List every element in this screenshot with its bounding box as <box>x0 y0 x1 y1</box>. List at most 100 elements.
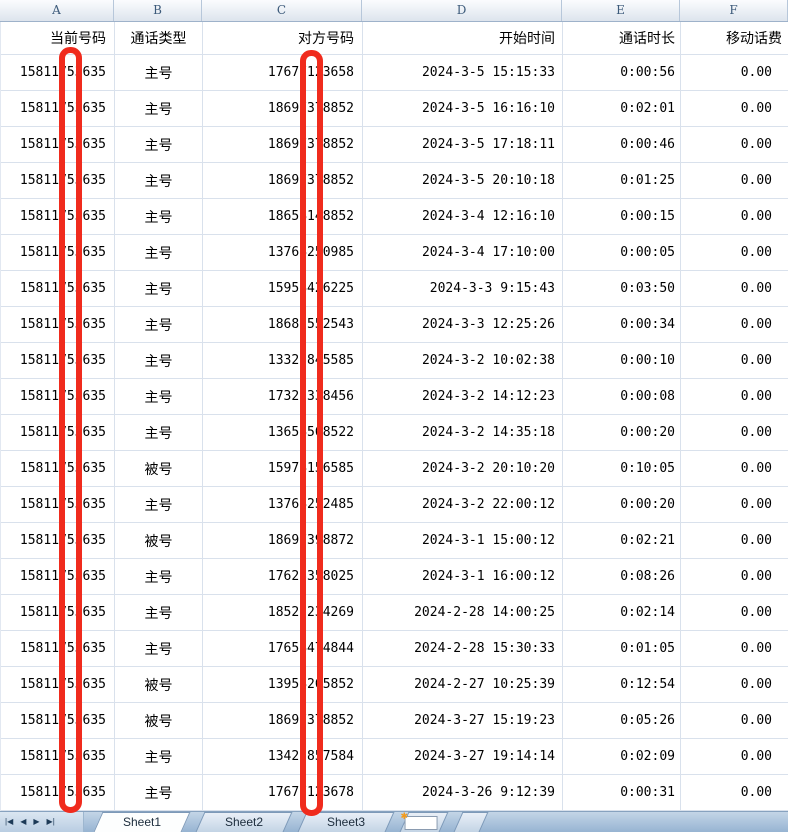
cell-mobile-fee[interactable]: 0.00 <box>681 595 788 631</box>
cell-call-type[interactable]: 主号 <box>115 163 203 199</box>
cell-call-type[interactable]: 被号 <box>115 523 203 559</box>
cell-start-time[interactable]: 2024-3-4 17:10:00 <box>363 235 563 271</box>
scroll-last-icon[interactable]: ▶| <box>46 817 55 826</box>
cell-start-time[interactable]: 2024-3-5 17:18:11 <box>363 127 563 163</box>
cell-mobile-fee[interactable]: 0.00 <box>681 271 788 307</box>
cell-call-type[interactable]: 主号 <box>115 307 203 343</box>
cell-other-number[interactable]: 17658474844 <box>203 631 363 667</box>
cell-other-number[interactable]: 17677123658 <box>203 55 363 91</box>
cell-call-type[interactable]: 主号 <box>115 631 203 667</box>
cell-current-number[interactable]: 15811753635 <box>1 127 115 163</box>
header-mobile-fee[interactable]: 移动话费 <box>681 22 788 55</box>
cell-mobile-fee[interactable]: 0.00 <box>681 235 788 271</box>
cell-current-number[interactable]: 15811753635 <box>1 739 115 775</box>
column-header-b[interactable]: B <box>114 0 202 21</box>
cell-call-duration[interactable]: 0:02:09 <box>563 739 681 775</box>
cell-call-type[interactable]: 主号 <box>115 595 203 631</box>
cell-call-type[interactable]: 主号 <box>115 55 203 91</box>
cell-call-type[interactable]: 主号 <box>115 127 203 163</box>
tab-sheet1[interactable]: Sheet1 <box>93 812 191 832</box>
cell-mobile-fee[interactable]: 0.00 <box>681 55 788 91</box>
cell-mobile-fee[interactable]: 0.00 <box>681 523 788 559</box>
cell-start-time[interactable]: 2024-3-5 15:15:33 <box>363 55 563 91</box>
cell-call-duration[interactable]: 0:03:50 <box>563 271 681 307</box>
column-header-f[interactable]: F <box>680 0 788 21</box>
cell-start-time[interactable]: 2024-3-4 12:16:10 <box>363 199 563 235</box>
cell-current-number[interactable]: 15811753635 <box>1 667 115 703</box>
cell-current-number[interactable]: 15811753635 <box>1 631 115 667</box>
cell-other-number[interactable]: 18658148852 <box>203 199 363 235</box>
cell-call-type[interactable]: 主号 <box>115 739 203 775</box>
cell-other-number[interactable]: 15978156585 <box>203 451 363 487</box>
cell-call-duration[interactable]: 0:00:05 <box>563 235 681 271</box>
cell-other-number[interactable]: 18697378852 <box>203 703 363 739</box>
cell-other-number[interactable]: 15958426225 <box>203 271 363 307</box>
cell-start-time[interactable]: 2024-3-3 12:25:26 <box>363 307 563 343</box>
cell-call-type[interactable]: 主号 <box>115 91 203 127</box>
header-current-number[interactable]: 当前号码 <box>1 22 115 55</box>
cell-call-duration[interactable]: 0:00:20 <box>563 415 681 451</box>
cell-call-duration[interactable]: 0:00:46 <box>563 127 681 163</box>
scroll-first-icon[interactable]: |◀ <box>5 817 14 826</box>
column-header-c[interactable]: C <box>202 0 362 21</box>
header-call-duration[interactable]: 通话时长 <box>563 22 681 55</box>
cell-call-type[interactable]: 主号 <box>115 199 203 235</box>
cell-call-duration[interactable]: 0:05:26 <box>563 703 681 739</box>
cell-other-number[interactable]: 13425857584 <box>203 739 363 775</box>
cell-start-time[interactable]: 2024-3-1 15:00:12 <box>363 523 563 559</box>
cell-other-number[interactable]: 18697378852 <box>203 91 363 127</box>
tab-sheet2[interactable]: Sheet2 <box>195 812 293 832</box>
cell-start-time[interactable]: 2024-3-2 10:02:38 <box>363 343 563 379</box>
insert-worksheet-button[interactable]: ✱ <box>399 811 449 832</box>
cell-start-time[interactable]: 2024-3-2 14:35:18 <box>363 415 563 451</box>
cell-current-number[interactable]: 15811753635 <box>1 775 115 811</box>
cell-mobile-fee[interactable]: 0.00 <box>681 775 788 811</box>
cell-call-type[interactable]: 主号 <box>115 415 203 451</box>
cell-call-duration[interactable]: 0:02:14 <box>563 595 681 631</box>
cell-other-number[interactable]: 18685552543 <box>203 307 363 343</box>
cell-current-number[interactable]: 15811753635 <box>1 307 115 343</box>
cell-call-duration[interactable]: 0:12:54 <box>563 667 681 703</box>
cell-call-duration[interactable]: 0:02:01 <box>563 91 681 127</box>
cell-call-duration[interactable]: 0:01:25 <box>563 163 681 199</box>
cell-other-number[interactable]: 13958265852 <box>203 667 363 703</box>
cell-current-number[interactable]: 15811753635 <box>1 235 115 271</box>
cell-start-time[interactable]: 2024-3-2 20:10:20 <box>363 451 563 487</box>
cell-current-number[interactable]: 15811753635 <box>1 55 115 91</box>
scroll-next-icon[interactable]: ▶ <box>33 817 40 826</box>
cell-start-time[interactable]: 2024-3-5 16:16:10 <box>363 91 563 127</box>
cell-other-number[interactable]: 18697378852 <box>203 163 363 199</box>
cell-call-type[interactable]: 主号 <box>115 775 203 811</box>
cell-start-time[interactable]: 2024-2-28 15:30:33 <box>363 631 563 667</box>
cell-call-type[interactable]: 被号 <box>115 667 203 703</box>
cell-other-number[interactable]: 17677123678 <box>203 775 363 811</box>
cell-current-number[interactable]: 15811753635 <box>1 415 115 451</box>
cell-other-number[interactable]: 13768250985 <box>203 235 363 271</box>
cell-mobile-fee[interactable]: 0.00 <box>681 739 788 775</box>
cell-mobile-fee[interactable]: 0.00 <box>681 91 788 127</box>
scroll-prev-icon[interactable]: ◀ <box>20 817 27 826</box>
cell-call-duration[interactable]: 0:00:56 <box>563 55 681 91</box>
cell-mobile-fee[interactable]: 0.00 <box>681 127 788 163</box>
cell-start-time[interactable]: 2024-3-27 19:14:14 <box>363 739 563 775</box>
cell-start-time[interactable]: 2024-3-2 14:12:23 <box>363 379 563 415</box>
cell-mobile-fee[interactable]: 0.00 <box>681 487 788 523</box>
header-start-time[interactable]: 开始时间 <box>363 22 563 55</box>
cell-current-number[interactable]: 15811753635 <box>1 379 115 415</box>
cell-mobile-fee[interactable]: 0.00 <box>681 703 788 739</box>
cell-call-duration[interactable]: 0:00:20 <box>563 487 681 523</box>
cell-current-number[interactable]: 15811753635 <box>1 451 115 487</box>
cell-current-number[interactable]: 15811753635 <box>1 199 115 235</box>
cell-current-number[interactable]: 15811753635 <box>1 703 115 739</box>
cell-current-number[interactable]: 15811753635 <box>1 559 115 595</box>
cell-mobile-fee[interactable]: 0.00 <box>681 199 788 235</box>
cell-mobile-fee[interactable]: 0.00 <box>681 307 788 343</box>
cell-other-number[interactable]: 18697398872 <box>203 523 363 559</box>
cell-start-time[interactable]: 2024-3-3 9:15:43 <box>363 271 563 307</box>
cell-call-duration[interactable]: 0:01:05 <box>563 631 681 667</box>
cell-current-number[interactable]: 15811753635 <box>1 343 115 379</box>
cell-other-number[interactable]: 17623358025 <box>203 559 363 595</box>
cell-call-type[interactable]: 被号 <box>115 451 203 487</box>
cell-call-type[interactable]: 主号 <box>115 379 203 415</box>
cell-call-duration[interactable]: 0:00:10 <box>563 343 681 379</box>
